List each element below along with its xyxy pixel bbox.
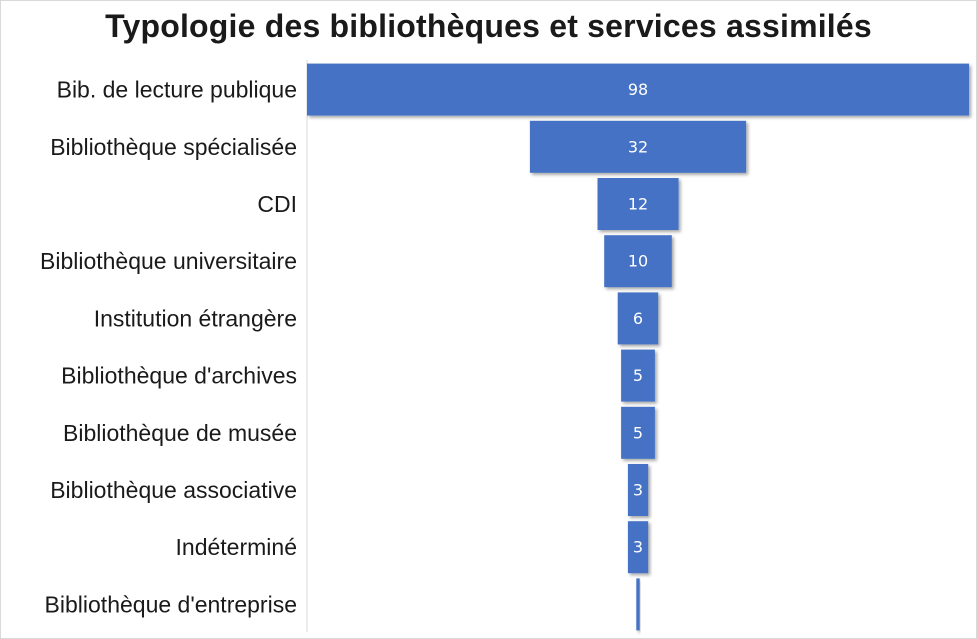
data-label-7: 5 xyxy=(633,423,643,442)
bar-2 xyxy=(529,120,747,173)
chart-title: Typologie des bibliothèques et services … xyxy=(105,8,872,44)
category-label-3: CDI xyxy=(257,191,297,217)
category-label-4: Bibliothèque universitaire xyxy=(40,248,297,274)
bars-layer xyxy=(307,63,969,631)
category-label-1: Bib. de lecture publique xyxy=(57,77,297,103)
category-label-10: Bibliothèque d'entreprise xyxy=(45,591,297,617)
bar-3 xyxy=(597,178,679,230)
data-label-6: 5 xyxy=(633,366,643,385)
bar-8 xyxy=(627,464,649,516)
data-labels: 98 32 12 10 6 5 5 3 3 xyxy=(628,80,648,557)
data-label-8: 3 xyxy=(633,481,643,500)
category-labels: Bib. de lecture publique Bibliothèque spé… xyxy=(40,77,297,618)
data-label-3: 12 xyxy=(628,195,648,214)
bar-5 xyxy=(617,292,659,345)
category-label-7: Bibliothèque de musée xyxy=(63,420,297,446)
data-label-4: 10 xyxy=(628,252,648,271)
category-label-9: Indéterminé xyxy=(176,534,297,560)
bar-6 xyxy=(621,349,655,402)
data-label-1: 98 xyxy=(628,80,648,99)
bar-4 xyxy=(604,235,672,288)
bar-1 xyxy=(307,63,969,116)
category-label-6: Bibliothèque d'archives xyxy=(61,363,297,389)
category-label-5: Institution étrangère xyxy=(94,305,297,331)
data-label-2: 32 xyxy=(628,137,648,156)
bar-10 xyxy=(636,578,640,631)
category-label-8: Bibliothèque associative xyxy=(50,477,297,503)
bar-9 xyxy=(627,521,649,574)
data-label-5: 6 xyxy=(633,309,643,328)
data-label-9: 3 xyxy=(633,538,643,557)
bar-7 xyxy=(621,406,655,459)
category-label-2: Bibliothèque spécialisée xyxy=(50,134,297,160)
